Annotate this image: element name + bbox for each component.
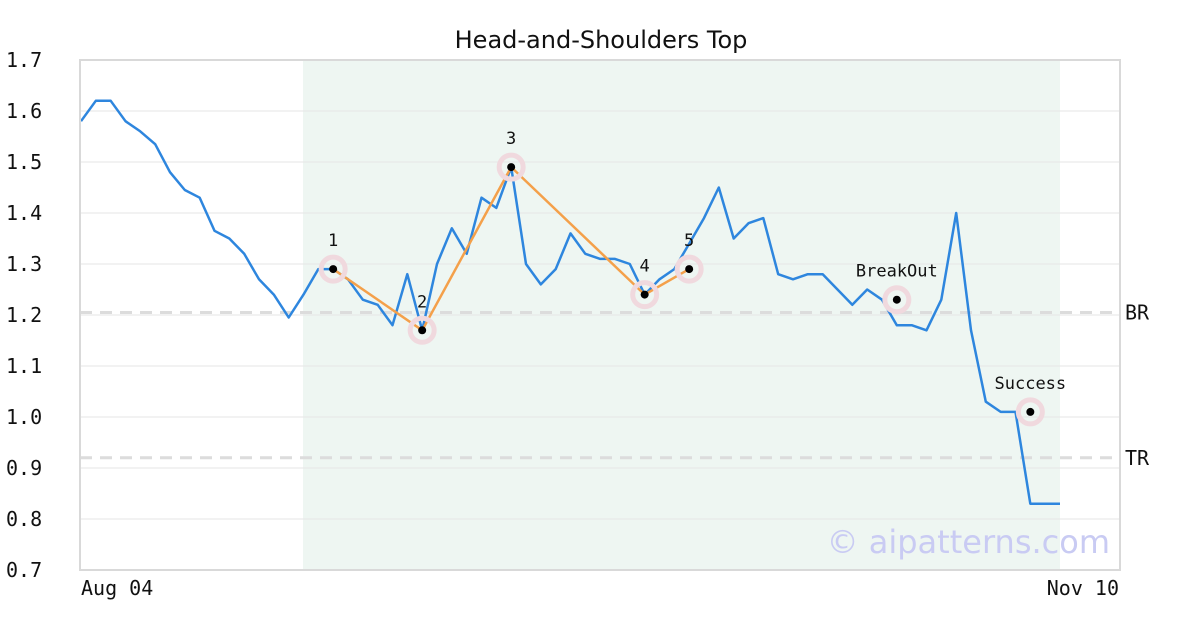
y-tick-label: 0.7	[6, 558, 42, 582]
marker-label: 2	[417, 292, 427, 312]
marker-label: 1	[328, 231, 338, 251]
reference-lines: BR TR	[80, 300, 1150, 470]
y-tick-label: 1.4	[6, 201, 42, 225]
marker-label: Success	[995, 374, 1067, 394]
marker-halo	[882, 285, 912, 315]
plot-frame	[79, 59, 1121, 571]
marker-label: 4	[640, 257, 650, 277]
y-tick-label: 0.9	[6, 456, 42, 480]
marker-halo	[1015, 397, 1045, 427]
watermark: © aipatterns.com	[827, 523, 1110, 561]
x-tick-label: Aug 04	[81, 576, 153, 600]
marker-label: 3	[506, 129, 516, 149]
marker-point	[892, 295, 901, 304]
price-series-line	[79, 99, 1060, 505]
chart-title: Head-and-Shoulders Top	[455, 26, 748, 54]
x-axis-ticks: Aug 04 Nov 10	[81, 576, 1119, 600]
marker-label: 5	[684, 231, 694, 251]
x-tick-label: Nov 10	[1047, 576, 1119, 600]
marker-point	[507, 163, 516, 172]
y-tick-label: 1.2	[6, 303, 42, 327]
y-tick-label: 1.7	[6, 48, 42, 72]
marker-point	[640, 290, 649, 299]
y-axis-ticks: 0.7 0.8 0.9 1.0 1.1 1.2 1.3 1.4 1.5 1.6 1.7	[6, 48, 42, 582]
marker-point	[1026, 407, 1035, 416]
marker-point	[329, 265, 338, 274]
y-tick-label: 1.1	[6, 354, 42, 378]
y-tick-label: 1.5	[6, 150, 42, 174]
marker-halo	[407, 315, 437, 345]
marker-halo	[496, 152, 526, 182]
pattern-markers: 1 2 3 4 5 BreakOut Success	[318, 129, 1067, 427]
marker-point	[685, 265, 694, 274]
reference-line-label: BR	[1125, 300, 1150, 324]
marker-halo	[674, 254, 704, 284]
y-tick-label: 1.3	[6, 252, 42, 276]
y-tick-label: 1.0	[6, 405, 42, 429]
marker-point	[418, 326, 427, 335]
marker-halo	[318, 254, 348, 284]
marker-halo	[630, 280, 660, 310]
y-tick-label: 0.8	[6, 507, 42, 531]
marker-label: BreakOut	[856, 262, 938, 282]
reference-line-label: TR	[1125, 446, 1150, 470]
y-tick-label: 1.6	[6, 99, 42, 123]
